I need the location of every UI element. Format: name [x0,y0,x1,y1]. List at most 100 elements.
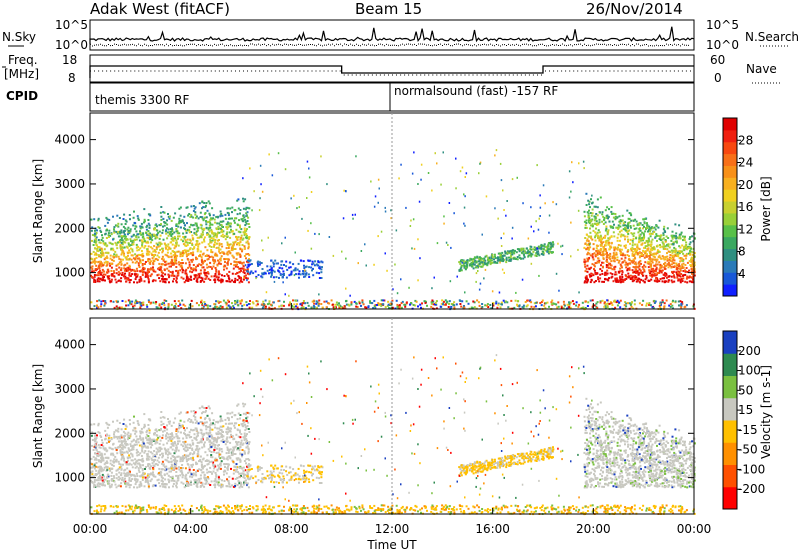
power-cell [665,272,668,275]
power-cell [179,255,182,258]
power-cell [228,280,231,283]
power-cell [251,301,254,304]
velocity-cell [117,460,120,463]
power-cell [246,277,249,280]
power-cell [215,276,218,279]
power-cell [199,269,202,272]
power-cell [443,215,445,218]
power-cell [159,243,162,246]
power-cell [216,278,219,281]
power-cell [270,271,273,274]
colorbar-swatch [723,153,737,166]
power-cell [225,235,228,238]
power-cell [634,257,637,260]
power-cell [625,277,628,280]
power-cell [173,247,176,250]
power-cell [626,250,629,253]
power-cell [625,305,628,308]
power-cell [391,299,394,302]
power-cell [245,253,248,256]
power-cell [386,304,389,307]
power-cell [628,267,631,270]
power-cell [345,287,347,290]
power-cell [175,225,178,227]
power-cell [646,226,649,229]
power-cell [300,259,303,262]
power-cell [208,220,211,223]
power-cell [434,152,436,155]
velocity-cell [235,433,238,436]
power-cell [651,227,654,230]
power-cell [166,251,169,254]
power-cell [568,196,571,199]
power-cell [199,211,202,214]
power-cell [538,247,541,250]
power-cell [669,259,672,262]
power-cell [97,217,100,220]
power-cell [689,264,692,266]
cpid-panel: CPID themis 3300 RF normalsound (fast) -… [6,82,695,112]
velocity-cell [212,419,215,422]
freq-label-2: [MHz] [4,67,39,81]
velocity-cell [226,458,229,461]
power-cell [115,272,118,275]
power-cell [236,238,239,241]
power-cell [201,277,204,280]
power-cell [233,248,236,250]
power-cell [164,263,167,266]
velocity-cell [190,428,192,431]
velocity-cell [151,452,154,455]
power-cell [90,266,93,269]
power-cell [160,271,163,274]
power-cell [622,224,625,227]
power-cell [394,263,396,266]
power-cell [100,251,103,254]
power-cell [549,247,552,250]
power-cell [692,251,695,254]
power-cell [666,248,669,251]
power-cell [316,306,318,309]
power-cell [207,200,210,203]
power-cell [585,192,588,195]
power-cell [264,299,267,302]
nave-label: Nave [746,62,777,76]
power-cell [460,305,463,308]
power-cell [616,259,619,261]
power-cell [673,280,676,283]
power-cell [662,257,665,260]
velocity-cell [123,436,125,439]
power-cell [209,239,212,242]
cpid-segment-2: normalsound (fast) -157 RF [394,84,558,98]
velocity-cell [133,415,135,418]
power-cell [364,243,366,246]
power-cell [530,252,533,255]
velocity-cell [215,458,218,461]
power-cell [140,279,143,282]
power-cell [693,252,696,255]
power-cell [680,306,683,309]
velocity-cell [135,443,138,446]
power-cell [119,269,122,272]
power-cell [192,205,195,207]
power-cell [217,271,220,274]
power-cell [635,237,638,240]
power-cell [377,178,380,181]
power-cell [662,237,665,240]
power-cell [191,271,194,274]
power-cell [167,269,170,272]
power-cell [280,304,283,307]
power-cell [205,271,208,274]
power-cell [649,228,652,231]
power-cell [245,241,248,244]
power-cell [308,276,311,278]
power-cell [236,236,239,239]
power-cell [209,238,212,241]
power-cell [449,280,452,283]
power-cell [146,248,149,251]
power-cell [119,258,122,261]
power-cell [588,268,591,271]
power-cell [222,236,225,238]
power-cell [430,302,433,305]
velocity-cell [197,434,199,437]
power-cell [643,264,646,267]
